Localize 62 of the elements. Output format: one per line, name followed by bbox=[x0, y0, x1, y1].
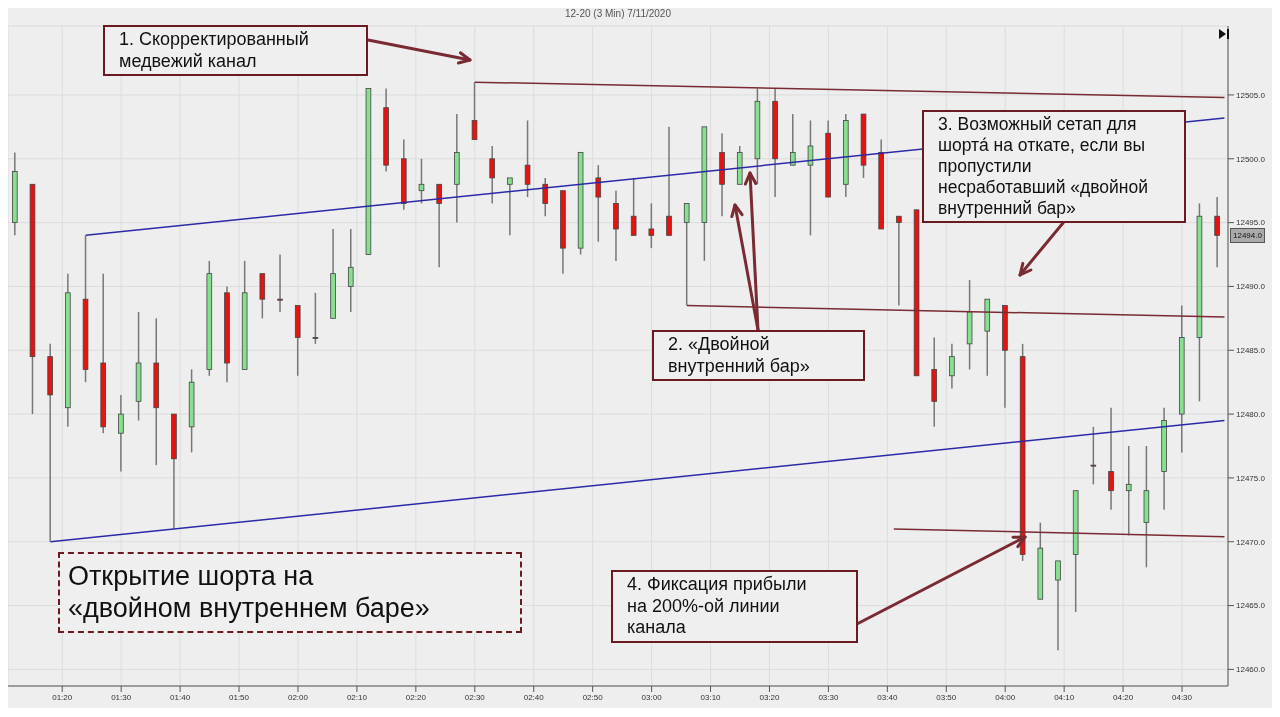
candlestick bbox=[1090, 426, 1097, 486]
candlestick bbox=[789, 113, 796, 166]
x-tick-label: 03:50 bbox=[936, 692, 957, 702]
x-tick-label: 04:30 bbox=[1172, 692, 1193, 702]
candlestick bbox=[648, 202, 655, 249]
y-tick-label: 12480.0 bbox=[1236, 409, 1266, 419]
candlestick bbox=[436, 183, 442, 269]
y-tick-label: 12500.0 bbox=[1236, 154, 1266, 164]
x-tick-label: 03:20 bbox=[759, 692, 781, 702]
callout-box: Открытие шорта на «двойном внутреннем баре» bbox=[58, 552, 522, 633]
y-tick-label: 12465.0 bbox=[1236, 601, 1266, 611]
x-tick-label: 04:20 bbox=[1113, 692, 1134, 702]
x-tick-label: 02:50 bbox=[582, 692, 604, 702]
x-tick-label: 03:30 bbox=[818, 692, 839, 702]
candlestick bbox=[524, 119, 531, 198]
x-tick-label: 01:20 bbox=[52, 692, 73, 702]
x-tick-label: 03:10 bbox=[700, 692, 722, 702]
candlestick bbox=[542, 177, 549, 217]
candlestick bbox=[118, 394, 124, 473]
x-tick-label: 02:20 bbox=[405, 692, 427, 702]
x-tick-label: 03:40 bbox=[877, 692, 898, 702]
candlestick bbox=[630, 177, 637, 237]
y-tick-label: 12495.0 bbox=[1236, 218, 1266, 228]
candlestick bbox=[277, 253, 283, 313]
y-tick-label: 12490.0 bbox=[1236, 282, 1266, 292]
x-tick-label: 01:40 bbox=[170, 692, 191, 702]
x-tick-label: 02:30 bbox=[464, 692, 486, 702]
callout-box: 4. Фиксация прибыли на 200%-ой линии канала bbox=[611, 570, 858, 643]
candlestick bbox=[418, 158, 425, 205]
callout-box: 1. Скорректированный медвежий канал bbox=[103, 25, 368, 77]
candlestick bbox=[489, 145, 495, 205]
x-tick-label: 02:40 bbox=[523, 692, 545, 702]
candlestick bbox=[1214, 196, 1220, 269]
x-tick-label: 01:30 bbox=[111, 692, 132, 702]
x-tick-label: 02:10 bbox=[346, 692, 368, 702]
candlestick bbox=[1108, 406, 1114, 511]
candlestick bbox=[471, 81, 478, 141]
x-tick-label: 02:00 bbox=[287, 692, 309, 702]
y-tick-label: 12460.0 bbox=[1236, 665, 1266, 675]
callout-box: 2. «Двойной внутренний бар» bbox=[652, 330, 865, 382]
x-tick-label: 04:00 bbox=[995, 692, 1016, 702]
candlestick bbox=[807, 119, 814, 237]
candlestick bbox=[507, 177, 513, 237]
candlestick bbox=[666, 126, 672, 237]
candlestick bbox=[1125, 445, 1132, 537]
y-tick-label: 12505.0 bbox=[1236, 90, 1266, 100]
candlestick bbox=[347, 228, 354, 313]
y-tick-label: 12485.0 bbox=[1236, 346, 1266, 356]
y-tick-label: 12470.0 bbox=[1236, 537, 1266, 547]
candlestick bbox=[312, 292, 319, 345]
candlestick bbox=[949, 343, 955, 390]
x-tick-label: 04:10 bbox=[1054, 692, 1075, 702]
y-tick-label: 12475.0 bbox=[1236, 473, 1266, 483]
candlestick bbox=[1055, 560, 1061, 652]
annotation: 12494.0 bbox=[1230, 228, 1265, 244]
candlestick bbox=[595, 164, 602, 243]
candlestick bbox=[683, 202, 690, 307]
x-tick-label: 03:00 bbox=[641, 692, 663, 702]
callout-box: 3. Возможный сетап для шорта́ на откате, если вы пропустили несработавший «двойной внутренний бар» bbox=[922, 110, 1186, 223]
candlestick bbox=[896, 215, 902, 307]
chart-title: 12-20 (3 Min) 7/11/2020 bbox=[564, 8, 672, 19]
x-tick-label: 01:50 bbox=[229, 692, 250, 702]
